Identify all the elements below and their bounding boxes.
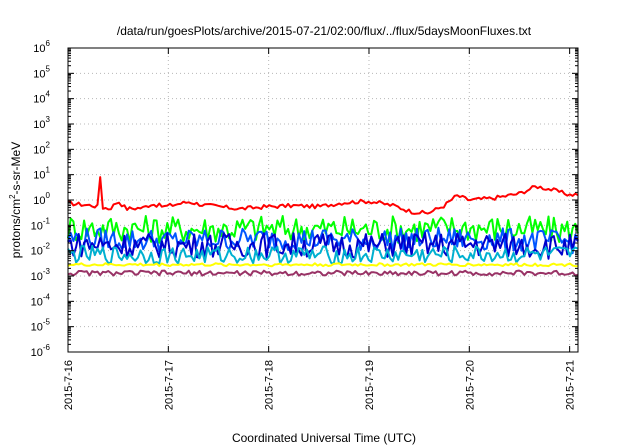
series-line-6 [67,262,579,268]
series-line-1 [67,176,579,215]
y-tick-exponent: -4 [43,292,51,301]
series-line-7 [67,269,579,277]
x-tick-label: 2015-7-19 [364,360,376,410]
chart-title: /data/run/goesPlots/archive/2015-07-21/0… [117,24,532,38]
y-tick-base: 10 [33,144,45,156]
y-tick-base: 10 [33,195,45,207]
grid [67,48,578,352]
y-tick-label: 100 [33,191,50,207]
y-tick-base: 10 [31,246,43,258]
y-tick-label: 105 [33,64,50,80]
y-label-sup: 2 [8,194,17,199]
y-tick-base: 10 [33,170,45,182]
y-tick-base: 10 [31,296,43,308]
y-tick-exponent: -6 [43,343,51,352]
series-line-5 [67,244,579,265]
y-tick-base: 10 [33,94,45,106]
series-line-2 [67,215,579,244]
y-tick-label: 10-4 [31,292,51,308]
y-tick-label: 102 [33,140,50,156]
y-tick-exponent: 4 [46,90,51,99]
y-tick-base: 10 [33,43,45,55]
y-tick-exponent: -1 [43,216,51,225]
x-tick-label: 2015-7-20 [464,360,476,410]
x-axis-label: Coordinated Universal Time (UTC) [232,431,416,445]
x-tick-label: 2015-7-18 [264,360,276,410]
series-layer [67,176,579,277]
y-tick-label: 104 [33,90,50,106]
y-tick-exponent: -5 [43,318,51,327]
y-tick-base: 10 [31,220,43,232]
x-tick-label: 2015-7-21 [565,360,577,410]
y-tick-label: 10-3 [31,267,51,283]
y-tick-label: 103 [33,115,50,131]
y-tick-base: 10 [33,68,45,80]
y-label-suffix: -s-sr-MeV [9,142,23,195]
y-tick-exponent: 1 [46,166,51,175]
y-tick-exponent: 5 [46,64,51,73]
x-tick-label: 2015-7-16 [63,360,75,410]
series-line-3 [67,226,579,255]
y-tick-label: 10-6 [31,343,51,359]
y-label-prefix: protons/cm [9,199,23,258]
y-axis: 10-610-510-410-310-210-11001011021031041… [31,39,578,359]
y-tick-label: 10-2 [31,242,51,258]
y-tick-exponent: -2 [43,242,51,251]
y-tick-base: 10 [31,271,43,283]
x-tick-label: 2015-7-17 [163,360,175,410]
y-tick-exponent: -3 [43,267,51,276]
y-tick-label: 101 [33,166,50,182]
y-tick-label: 106 [33,39,50,55]
y-tick-label: 10-5 [31,318,51,334]
y-tick-base: 10 [31,322,43,334]
y-tick-base: 10 [31,347,43,359]
y-tick-exponent: 0 [46,191,51,200]
y-tick-exponent: 6 [46,39,51,48]
series-line-4 [67,232,579,260]
y-axis-label: protons/cm2-s-sr-MeV [8,142,23,258]
y-tick-label: 10-1 [31,216,51,232]
y-tick-exponent: 2 [46,140,51,149]
y-tick-exponent: 3 [46,115,51,124]
x-axis: 2015-7-16 2015-7-17 2015-7-18 2015-7-19 2015… [63,48,577,410]
y-tick-base: 10 [33,119,45,131]
